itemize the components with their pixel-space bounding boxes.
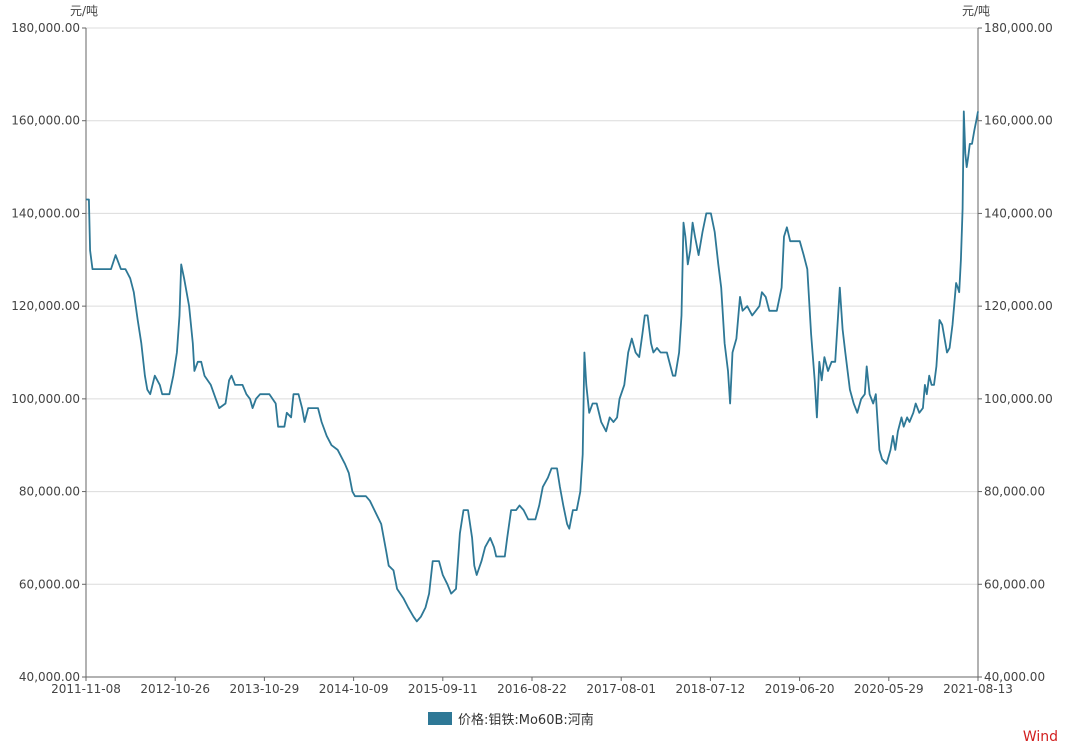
left-y-tick-label: 100,000.00 (11, 392, 80, 406)
x-tick-label: 2012-10-26 (140, 682, 210, 696)
left-y-tick-label: 160,000.00 (11, 114, 80, 128)
x-tick-labels: 2011-11-08 2012-10-26 2013-10-29 2014-10-09… (51, 677, 1013, 696)
x-tick-label: 2018-07-12 (676, 682, 746, 696)
x-tick-label: 2016-08-22 (497, 682, 567, 696)
left-y-tick-label: 180,000.00 (11, 21, 80, 35)
right-y-tick-label: 120,000.00 (984, 299, 1053, 313)
x-tick-label: 2017-08-01 (586, 682, 656, 696)
left-y-tick-label: 120,000.00 (11, 299, 80, 313)
right-y-tick-label: 60,000.00 (984, 577, 1045, 591)
legend-label: 价格:钼铁:Mo60B:河南 (458, 713, 594, 728)
wind-brand-watermark: Wind (1022, 729, 1058, 745)
x-tick-label: 2011-11-08 (51, 682, 121, 696)
left-y-tick-label: 40,000.00 (19, 670, 80, 684)
right-y-tick-label: 140,000.00 (984, 206, 1053, 220)
x-tick-label: 2021-08-13 (943, 682, 1013, 696)
x-tick-label: 2020-05-29 (854, 682, 924, 696)
left-y-tick-labels: 40,000.00 60,000.00 80,000.00 100,000.00 120… (11, 21, 86, 684)
right-y-tick-labels: 40,000.00 60,000.00 80,000.00 100,000.00 120… (978, 21, 1053, 684)
right-y-tick-label: 160,000.00 (984, 114, 1053, 128)
legend: 价格:钼铁:Mo60B:河南 (428, 709, 594, 728)
right-y-tick-label: 80,000.00 (984, 485, 1045, 499)
legend-swatch (428, 712, 452, 725)
grid-lines (86, 27, 978, 585)
right-y-tick-label: 180,000.00 (984, 21, 1053, 35)
right-y-tick-label: 100,000.00 (984, 392, 1053, 406)
x-tick-label: 2015-09-11 (408, 682, 478, 696)
left-y-tick-label: 140,000.00 (11, 206, 80, 220)
series-line-mo-ferro-price (86, 110, 979, 623)
left-y-tick-label: 80,000.00 (19, 485, 80, 499)
right-y-unit-label: 元/吨 (962, 4, 990, 18)
x-tick-label: 2014-10-09 (319, 682, 389, 696)
left-y-tick-label: 60,000.00 (19, 577, 80, 591)
x-tick-label: 2013-10-29 (230, 682, 300, 696)
x-tick-label: 2019-06-20 (765, 682, 835, 696)
right-y-tick-label: 40,000.00 (984, 670, 1045, 684)
left-y-unit-label: 元/吨 (70, 4, 98, 18)
